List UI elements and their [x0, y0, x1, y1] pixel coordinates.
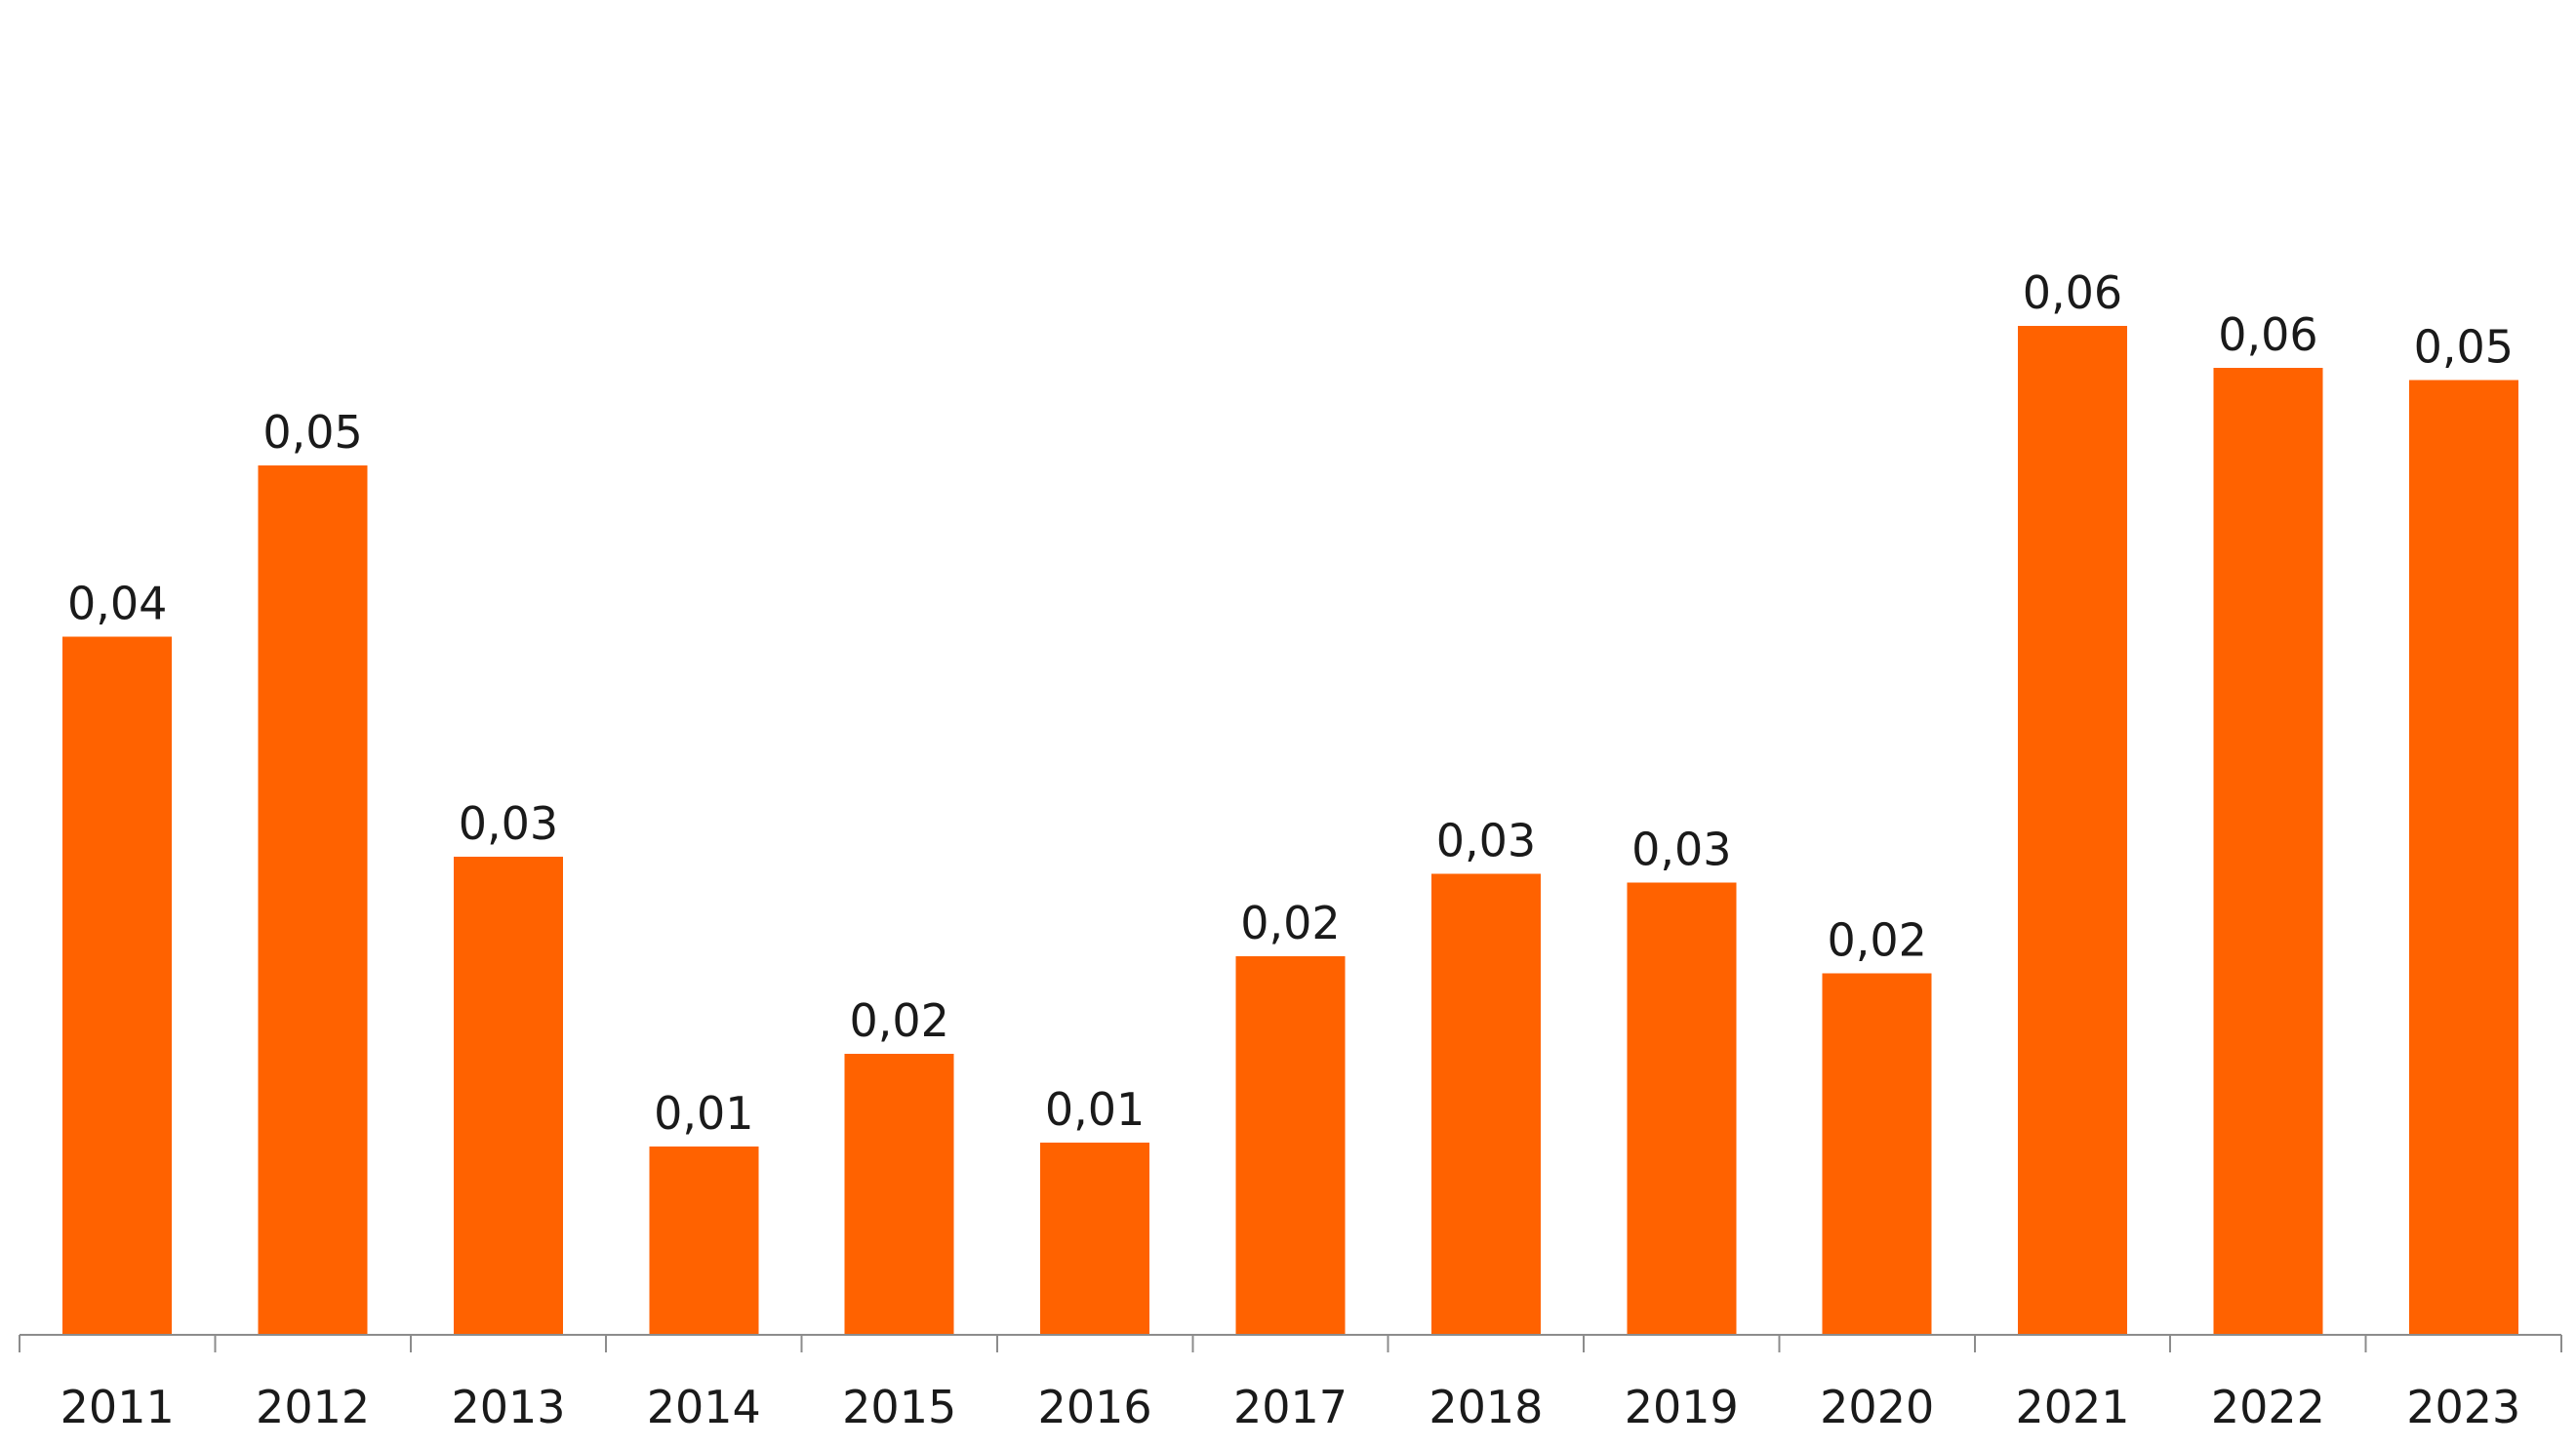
x-tick-label-2021: 2021 [2015, 1381, 2129, 1433]
x-tick-label-2023: 2023 [2406, 1381, 2520, 1433]
x-tick-label-2016: 2016 [1038, 1381, 1152, 1433]
bar-2011 [62, 636, 173, 1335]
data-label-2012: 0,05 [262, 406, 362, 459]
data-label-2022: 0,06 [2218, 308, 2317, 361]
data-label-2011: 0,04 [67, 577, 167, 629]
data-label-2019: 0,03 [1631, 824, 1731, 876]
bar-2021 [2018, 326, 2127, 1335]
data-label-2017: 0,02 [1240, 897, 1340, 949]
x-tick-label-2020: 2020 [1820, 1381, 1934, 1433]
bar-2012 [258, 465, 368, 1336]
bar-2017 [1235, 955, 1346, 1335]
x-axis-ticks-group [19, 1335, 2562, 1352]
x-tick-label-2012: 2012 [256, 1381, 370, 1433]
bar-2019 [1627, 882, 1737, 1335]
data-label-2020: 0,02 [1827, 914, 1926, 967]
data-label-2018: 0,03 [1436, 815, 1536, 867]
data-label-2013: 0,03 [459, 797, 558, 850]
bar-2013 [454, 856, 563, 1335]
data-label-2015: 0,02 [849, 994, 948, 1047]
x-tick-label-2011: 2011 [60, 1381, 175, 1433]
x-tick-label-2019: 2019 [1625, 1381, 1739, 1433]
x-tick-label-2015: 2015 [842, 1381, 956, 1433]
bar-2016 [1040, 1143, 1150, 1335]
x-tick-label-2014: 2014 [647, 1381, 761, 1433]
data-label-2014: 0,01 [654, 1087, 753, 1140]
bars-group [62, 326, 2518, 1336]
data-labels-group: 0,04 0,05 0,03 0,01 0,02 0,01 0,02 0,03 0,03 0,02… [67, 266, 2514, 1140]
x-tick-label-2017: 2017 [1233, 1381, 1348, 1433]
bar-2022 [2213, 368, 2323, 1335]
bar-2020 [1822, 973, 1932, 1335]
bar-2018 [1430, 873, 1541, 1335]
x-tick-label-2018: 2018 [1429, 1381, 1543, 1433]
x-tick-label-2013: 2013 [451, 1381, 565, 1433]
data-label-2016: 0,01 [1045, 1083, 1145, 1136]
bar-2015 [844, 1054, 954, 1335]
x-axis-tick-labels-group: 2011 2012 2013 2014 2015 2016 2017 2018 2019 2020… [60, 1381, 2521, 1433]
data-label-2021: 0,06 [2023, 266, 2122, 319]
bar-2023 [2408, 380, 2518, 1335]
data-label-2023: 0,05 [2414, 321, 2514, 374]
bar-2014 [649, 1146, 759, 1335]
x-tick-label-2022: 2022 [2211, 1381, 2325, 1433]
